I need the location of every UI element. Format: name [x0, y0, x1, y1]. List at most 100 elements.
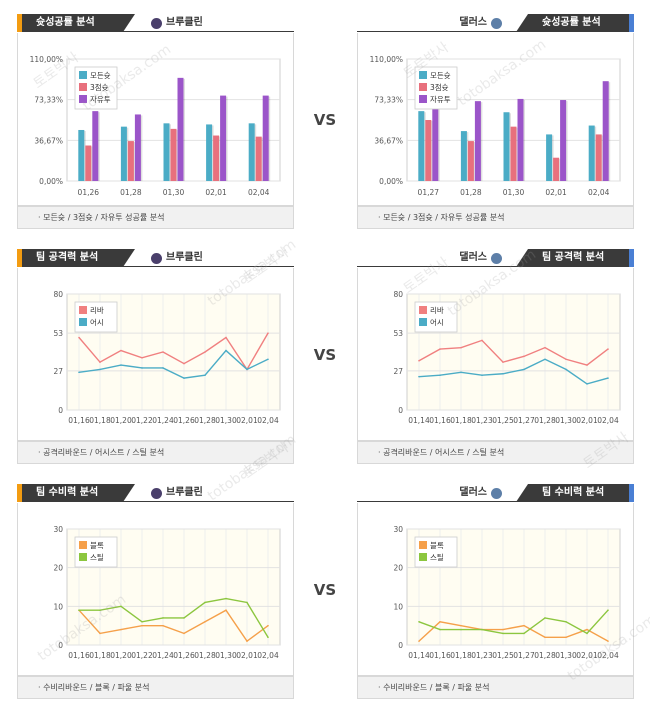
chart-panel-left: 팀 공격력 분석 브루클린 0 27 53 80 01,16 01,18 01,20 01,22 0… — [17, 249, 294, 464]
legend-label: 리바 — [90, 305, 104, 315]
data-point — [418, 375, 420, 378]
data-point — [439, 621, 441, 623]
data-point — [502, 372, 504, 375]
footer-caption: · 수비리바운드 / 블록 / 파울 분석 — [38, 683, 150, 692]
legend-swatch — [79, 541, 87, 549]
x-tick-label: 01,27 — [513, 416, 535, 425]
data-point — [607, 609, 609, 611]
chart-area: 0 10 20 30 01,14 01,16 01,18 01,23 01,25 01,27 01,… — [357, 503, 634, 676]
y-tick-label: 0,00% — [379, 177, 403, 186]
data-point — [183, 377, 185, 379]
panel-footer: · 수비리바운드 / 블록 / 파울 분석 — [17, 676, 294, 699]
bar-three-pt — [127, 141, 134, 181]
data-point — [183, 362, 185, 365]
x-tick-label: 01,24 — [152, 651, 174, 660]
chart-svg: 0,00% 36,67% 73,33% 110,00% 01,27 01,28 01,30 0… — [370, 55, 621, 197]
footer-caption: · 모든슛 / 3점슛 / 자유투 성공률 분석 — [38, 213, 165, 222]
legend-swatch — [79, 553, 87, 561]
bar-free-throw — [602, 81, 609, 181]
chart-area: 0 10 20 30 01,16 01,18 01,20 01,22 01,24 01,26 01,… — [17, 503, 294, 676]
data-point — [544, 617, 546, 619]
bar-all-shots — [588, 125, 595, 181]
bar-three-pt — [595, 134, 602, 181]
team-name: 댈러스 — [459, 486, 502, 500]
data-point — [99, 361, 101, 363]
x-tick-label: 01,16 — [68, 416, 90, 425]
legend-label: 자유투 — [90, 95, 111, 104]
x-tick-label: 01,30 — [555, 651, 577, 660]
panel-footer: · 공격리바운드 / 어시스트 / 스틸 분석 — [17, 441, 294, 464]
panel-header: 팀 수비력 분석 브루클린 — [17, 484, 294, 502]
x-tick-label: 01,30 — [163, 188, 185, 197]
data-point — [502, 361, 504, 363]
y-tick-label: 110,00% — [30, 55, 63, 64]
x-tick-label: 02,04 — [248, 188, 270, 197]
footer-caption: · 공격리바운드 / 어시스트 / 스틸 분석 — [378, 448, 505, 457]
x-tick-label: 01,16 — [68, 651, 90, 660]
data-point — [204, 621, 206, 623]
team-label: 브루클린 — [166, 487, 203, 498]
data-point — [120, 364, 122, 366]
y-tick-label: 0 — [398, 641, 403, 650]
chart-area: 0 27 53 80 01,16 01,18 01,20 01,22 01,24 01,26 01,… — [17, 268, 294, 441]
team-logo-icon — [151, 252, 162, 264]
data-point — [225, 336, 227, 339]
legend-swatch — [419, 71, 427, 79]
x-tick-label: 01,14 — [408, 651, 430, 660]
y-tick-label: 27 — [393, 367, 403, 376]
x-tick-label: 02,04 — [588, 188, 610, 197]
bar-free-throw — [262, 95, 269, 181]
legend-label: 3점슛 — [430, 82, 449, 92]
chart-panel-left: 팀 수비력 분석 브루클린 0 10 20 30 01,16 01,18 01,20 01,22 0… — [17, 484, 294, 699]
bar-three-pt — [213, 135, 220, 181]
data-point — [78, 609, 80, 611]
x-tick-label: 02,04 — [597, 651, 619, 660]
data-point — [204, 601, 206, 604]
x-tick-label: 01,30 — [215, 416, 237, 425]
data-point — [141, 621, 143, 623]
data-point — [120, 605, 122, 608]
legend-swatch — [419, 541, 427, 549]
vs-label: VS — [313, 581, 337, 599]
x-tick-label: 02,01 — [236, 416, 258, 425]
bar-all-shots — [206, 124, 213, 181]
chart-panel-right: 팀 공격력 분석 댈러스 0 27 53 80 01,14 01,16 01,18 01,23 01… — [357, 249, 634, 464]
bar-all-shots — [248, 123, 255, 181]
y-tick-label: 80 — [393, 290, 403, 299]
vs-label: VS — [313, 111, 337, 129]
legend-label: 자유투 — [430, 95, 451, 104]
y-tick-label: 0,00% — [39, 177, 63, 186]
header-divider — [17, 501, 294, 502]
section-title: 팀 공격력 분석 — [516, 249, 634, 267]
bar-all-shots — [460, 131, 467, 181]
legend-swatch — [79, 306, 87, 314]
bar-free-throw — [560, 100, 567, 181]
bar-all-shots — [163, 123, 170, 181]
legend-label: 스틸 — [430, 553, 444, 562]
x-tick-label: 01,28 — [194, 651, 216, 660]
y-tick-label: 20 — [393, 564, 403, 573]
data-point — [565, 358, 567, 361]
bar-all-shots — [546, 134, 553, 181]
x-tick-label: 01,28 — [534, 651, 556, 660]
panel-footer: · 공격리바운드 / 어시스트 / 스틸 분석 — [357, 441, 634, 464]
data-point — [141, 624, 143, 627]
data-point — [99, 632, 101, 635]
x-tick-label: 02,01 — [205, 188, 227, 197]
bar-three-pt — [510, 126, 517, 181]
y-tick-label: 0 — [58, 406, 63, 415]
x-tick-label: 01,30 — [555, 416, 577, 425]
legend-swatch — [79, 83, 87, 91]
data-point — [544, 346, 546, 349]
team-label: 댈러스 — [459, 487, 487, 498]
footer-caption: · 모든슛 / 3점슛 / 자유투 성공률 분석 — [378, 213, 505, 222]
data-point — [523, 368, 525, 371]
data-point — [99, 609, 101, 611]
y-tick-label: 10 — [393, 602, 403, 611]
x-tick-label: 02,01 — [576, 416, 598, 425]
x-tick-label: 02,04 — [257, 651, 279, 660]
data-point — [481, 374, 483, 376]
team-label: 댈러스 — [459, 252, 487, 263]
data-point — [502, 628, 504, 631]
